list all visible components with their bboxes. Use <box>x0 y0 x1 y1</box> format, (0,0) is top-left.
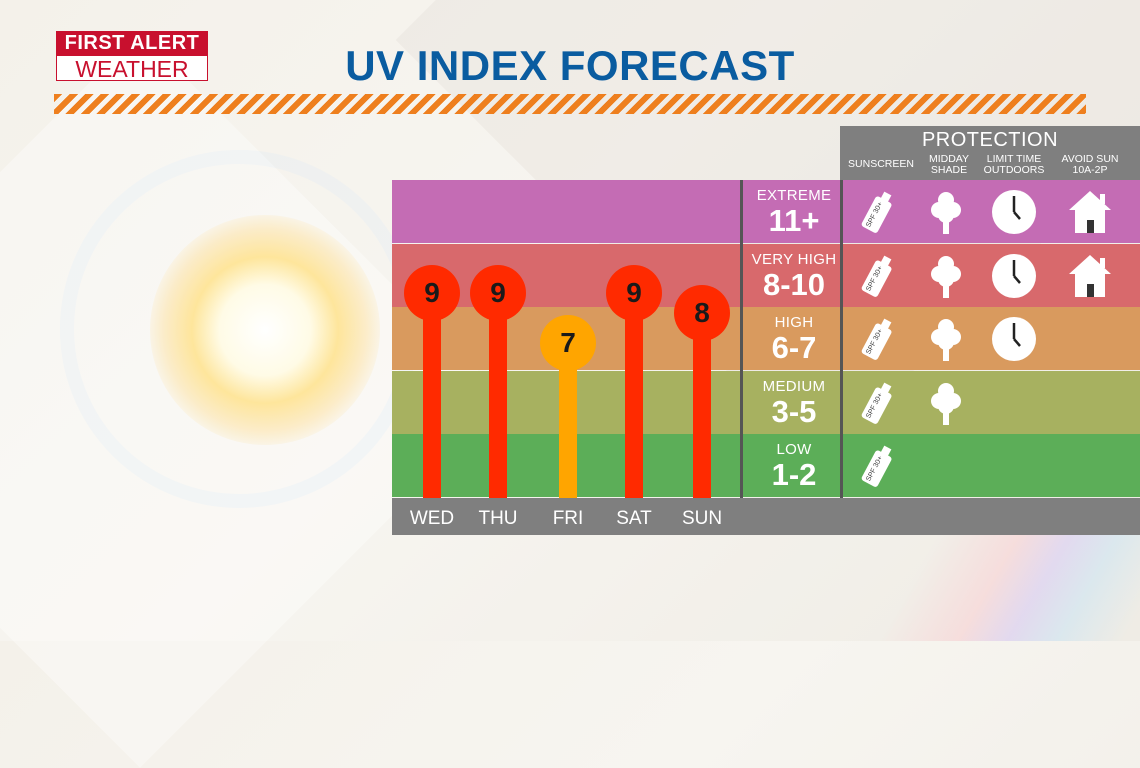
sunscreen-icon: SPF 30+ <box>854 188 902 241</box>
protection-column-midday-shade: MIDDAY SHADE <box>911 154 987 176</box>
protection-column-sunscreen: SUNSCREEN <box>843 159 919 170</box>
title-hatched-stripe <box>54 94 1086 114</box>
uv-category-name: MEDIUM <box>762 378 826 395</box>
uv-bar-stem <box>489 293 507 498</box>
protection-header: PROTECTION SUNSCREEN MIDDAY SHADE LIMIT … <box>840 126 1140 180</box>
day-axis-bar <box>392 498 1140 535</box>
tree-icon <box>922 379 970 432</box>
tree-icon <box>922 188 970 241</box>
sun-graphic <box>150 215 380 445</box>
day-label: FRI <box>552 508 584 529</box>
uv-value-marker: 8 <box>674 285 730 341</box>
protection-title: PROTECTION <box>921 129 1059 151</box>
uv-band-low <box>392 434 1140 497</box>
sunscreen-icon: SPF 30+ <box>854 442 902 495</box>
uv-value-marker: 7 <box>540 315 596 371</box>
day-label: SUN <box>681 508 723 529</box>
uv-bar-stem <box>559 343 577 498</box>
protection-divider <box>840 180 843 498</box>
uv-value-marker: 9 <box>470 265 526 321</box>
protection-column-line2: 10A-2P <box>1072 164 1108 176</box>
uv-value-marker: 9 <box>606 265 662 321</box>
protection-column-line2: OUTDOORS <box>983 164 1045 176</box>
uv-category-name: LOW <box>776 441 812 458</box>
logo-line1: FIRST ALERT <box>56 31 208 55</box>
uv-category-name: VERY HIGH <box>751 251 837 268</box>
uv-category-label: VERY HIGH 8-10 <box>742 244 846 301</box>
uv-category-range: 11+ <box>768 203 820 238</box>
uv-category-label: LOW 1-2 <box>742 434 846 491</box>
uv-band-medium <box>392 371 1140 434</box>
uv-category-range: 8-10 <box>762 267 826 302</box>
clock-icon <box>990 315 1038 368</box>
uv-category-range: 1-2 <box>771 457 817 492</box>
page-title: UV INDEX FORECAST <box>345 42 795 89</box>
logo-line2: WEATHER <box>56 55 208 82</box>
uv-category-label: HIGH 6-7 <box>742 307 846 364</box>
clock-icon <box>990 252 1038 305</box>
sunscreen-icon: SPF 30+ <box>854 315 902 368</box>
protection-column-line2: SHADE <box>930 164 968 176</box>
tree-icon <box>922 252 970 305</box>
tree-icon <box>922 315 970 368</box>
protection-column-avoid-sun: AVOID SUN 10A-2P <box>1052 154 1128 176</box>
protection-column-line1: LIMIT TIME <box>986 153 1042 165</box>
day-label: THU <box>478 508 518 529</box>
sunscreen-icon: SPF 30+ <box>854 379 902 432</box>
protection-column-limit-time: LIMIT TIME OUTDOORS <box>976 154 1052 176</box>
protection-column-line1: MIDDAY <box>928 153 970 165</box>
day-label: SAT <box>616 508 652 529</box>
uv-category-label: EXTREME 11+ <box>742 180 846 237</box>
house-icon <box>1066 188 1114 241</box>
uv-category-range: 3-5 <box>771 394 817 429</box>
protection-column-line1: SUNSCREEN <box>848 158 914 170</box>
uv-category-range: 6-7 <box>771 330 817 365</box>
chart-divider <box>740 180 743 498</box>
uv-category-name: HIGH <box>774 314 814 331</box>
sunscreen-icon: SPF 30+ <box>854 252 902 305</box>
day-label: WED <box>409 508 455 529</box>
uv-category-label: MEDIUM 3-5 <box>742 371 846 428</box>
uv-bar-stem <box>625 293 643 498</box>
house-icon <box>1066 252 1114 305</box>
uv-category-name: EXTREME <box>756 187 832 204</box>
clock-icon <box>990 188 1038 241</box>
uv-index-chart: EXTREME 11+ VERY HIGH 8-10 HIGH 6-7 MEDIUM 3-5 L… <box>392 180 1140 535</box>
first-alert-weather-logo: FIRST ALERT WEATHER <box>56 31 208 83</box>
protection-column-line1: AVOID SUN <box>1061 153 1119 165</box>
uv-value-marker: 9 <box>404 265 460 321</box>
uv-bar-stem <box>693 313 711 498</box>
rainbow-graphic <box>880 520 1140 641</box>
uv-bar-stem <box>423 293 441 498</box>
